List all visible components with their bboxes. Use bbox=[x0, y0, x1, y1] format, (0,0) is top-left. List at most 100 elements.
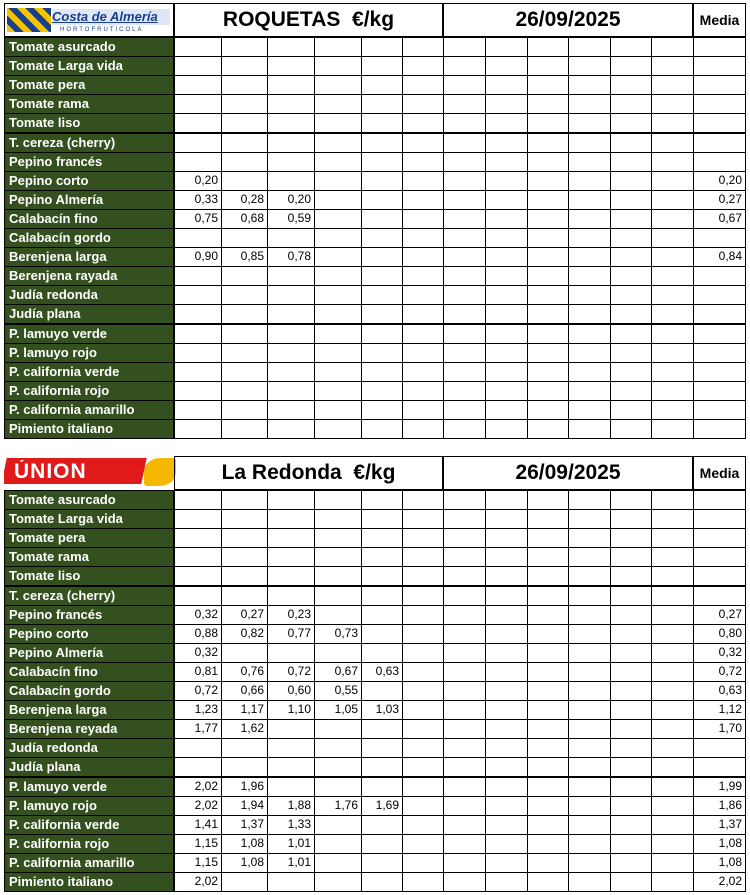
empty-cell bbox=[443, 509, 486, 530]
price-cell: 1,08 bbox=[221, 852, 268, 873]
empty-cell bbox=[651, 380, 694, 401]
price-cell: 1,08 bbox=[221, 833, 268, 854]
empty-cell bbox=[402, 361, 444, 382]
empty-cell bbox=[267, 399, 315, 420]
media-cell: 1,70 bbox=[693, 719, 746, 740]
empty-cell bbox=[443, 872, 486, 893]
price-cell: 0,81 bbox=[174, 661, 222, 682]
empty-cell bbox=[610, 814, 652, 835]
empty-cell bbox=[527, 37, 569, 58]
empty-cell bbox=[221, 738, 268, 759]
product-name: Tomate asurcado bbox=[4, 490, 174, 511]
empty-cell bbox=[174, 547, 222, 568]
empty-cell bbox=[693, 342, 746, 363]
empty-cell bbox=[361, 814, 403, 835]
empty-cell bbox=[693, 566, 746, 587]
empty-cell bbox=[314, 833, 362, 854]
empty-cell bbox=[485, 170, 528, 191]
price-cell: 0,76 bbox=[221, 661, 268, 682]
price-cell: 0,20 bbox=[267, 189, 315, 210]
empty-cell bbox=[402, 814, 444, 835]
logo-name: Costa de Almería bbox=[52, 9, 170, 25]
empty-cell bbox=[485, 380, 528, 401]
product-name: P. lamuyo rojo bbox=[4, 795, 174, 816]
empty-cell bbox=[361, 528, 403, 549]
empty-cell bbox=[267, 566, 315, 587]
empty-cell bbox=[568, 757, 611, 778]
product-name: Pepino corto bbox=[4, 623, 174, 644]
empty-cell bbox=[443, 700, 486, 721]
empty-cell bbox=[610, 604, 652, 625]
price-cell: 0,55 bbox=[314, 681, 362, 702]
empty-cell bbox=[485, 304, 528, 325]
empty-cell bbox=[443, 266, 486, 287]
empty-cell bbox=[443, 795, 486, 816]
empty-cell bbox=[174, 56, 222, 77]
empty-cell bbox=[485, 547, 528, 568]
empty-cell bbox=[402, 37, 444, 58]
price-cell: 0,23 bbox=[267, 604, 315, 625]
empty-cell bbox=[568, 56, 611, 77]
empty-cell bbox=[527, 285, 569, 306]
empty-cell bbox=[485, 113, 528, 134]
empty-cell bbox=[568, 247, 611, 268]
empty-cell bbox=[527, 547, 569, 568]
product-name: Pepino francés bbox=[4, 604, 174, 625]
empty-cell bbox=[174, 304, 222, 325]
empty-cell bbox=[527, 361, 569, 382]
empty-cell bbox=[314, 399, 362, 420]
price-cell: 2,02 bbox=[174, 776, 222, 797]
empty-cell bbox=[610, 399, 652, 420]
product-name: Pimiento italiano bbox=[4, 419, 174, 440]
empty-cell bbox=[314, 490, 362, 511]
empty-cell bbox=[527, 490, 569, 511]
empty-cell bbox=[443, 681, 486, 702]
empty-cell bbox=[485, 189, 528, 210]
media-cell: 1,08 bbox=[693, 833, 746, 854]
empty-cell bbox=[651, 872, 694, 893]
empty-cell bbox=[402, 342, 444, 363]
empty-cell bbox=[568, 776, 611, 797]
empty-cell bbox=[361, 342, 403, 363]
empty-cell bbox=[267, 285, 315, 306]
price-cell: 2,02 bbox=[174, 872, 222, 893]
product-name: Tomate Larga vida bbox=[4, 509, 174, 530]
empty-cell bbox=[610, 170, 652, 191]
empty-cell bbox=[443, 604, 486, 625]
empty-cell bbox=[568, 208, 611, 229]
empty-cell bbox=[361, 738, 403, 759]
empty-cell bbox=[651, 757, 694, 778]
price-cell: 1,01 bbox=[267, 833, 315, 854]
empty-cell bbox=[610, 56, 652, 77]
empty-cell bbox=[314, 170, 362, 191]
empty-cell bbox=[610, 304, 652, 325]
empty-cell bbox=[568, 304, 611, 325]
empty-cell bbox=[314, 738, 362, 759]
empty-cell bbox=[267, 585, 315, 606]
empty-cell bbox=[361, 132, 403, 153]
empty-cell bbox=[527, 776, 569, 797]
empty-cell bbox=[314, 509, 362, 530]
empty-cell bbox=[693, 75, 746, 96]
empty-cell bbox=[443, 399, 486, 420]
empty-cell bbox=[651, 399, 694, 420]
empty-cell bbox=[610, 623, 652, 644]
empty-cell bbox=[314, 719, 362, 740]
empty-cell bbox=[527, 380, 569, 401]
empty-cell bbox=[174, 113, 222, 134]
empty-cell bbox=[314, 285, 362, 306]
empty-cell bbox=[568, 37, 611, 58]
product-name: Tomate pera bbox=[4, 75, 174, 96]
empty-cell bbox=[485, 37, 528, 58]
price-cell: 1,15 bbox=[174, 833, 222, 854]
product-name: T. cereza (cherry) bbox=[4, 132, 174, 153]
empty-cell bbox=[610, 323, 652, 344]
empty-cell bbox=[651, 528, 694, 549]
empty-cell bbox=[568, 719, 611, 740]
price-cell: 1,23 bbox=[174, 700, 222, 721]
empty-cell bbox=[651, 419, 694, 440]
empty-cell bbox=[485, 642, 528, 663]
empty-cell bbox=[527, 94, 569, 115]
empty-cell bbox=[221, 228, 268, 249]
empty-cell bbox=[402, 380, 444, 401]
